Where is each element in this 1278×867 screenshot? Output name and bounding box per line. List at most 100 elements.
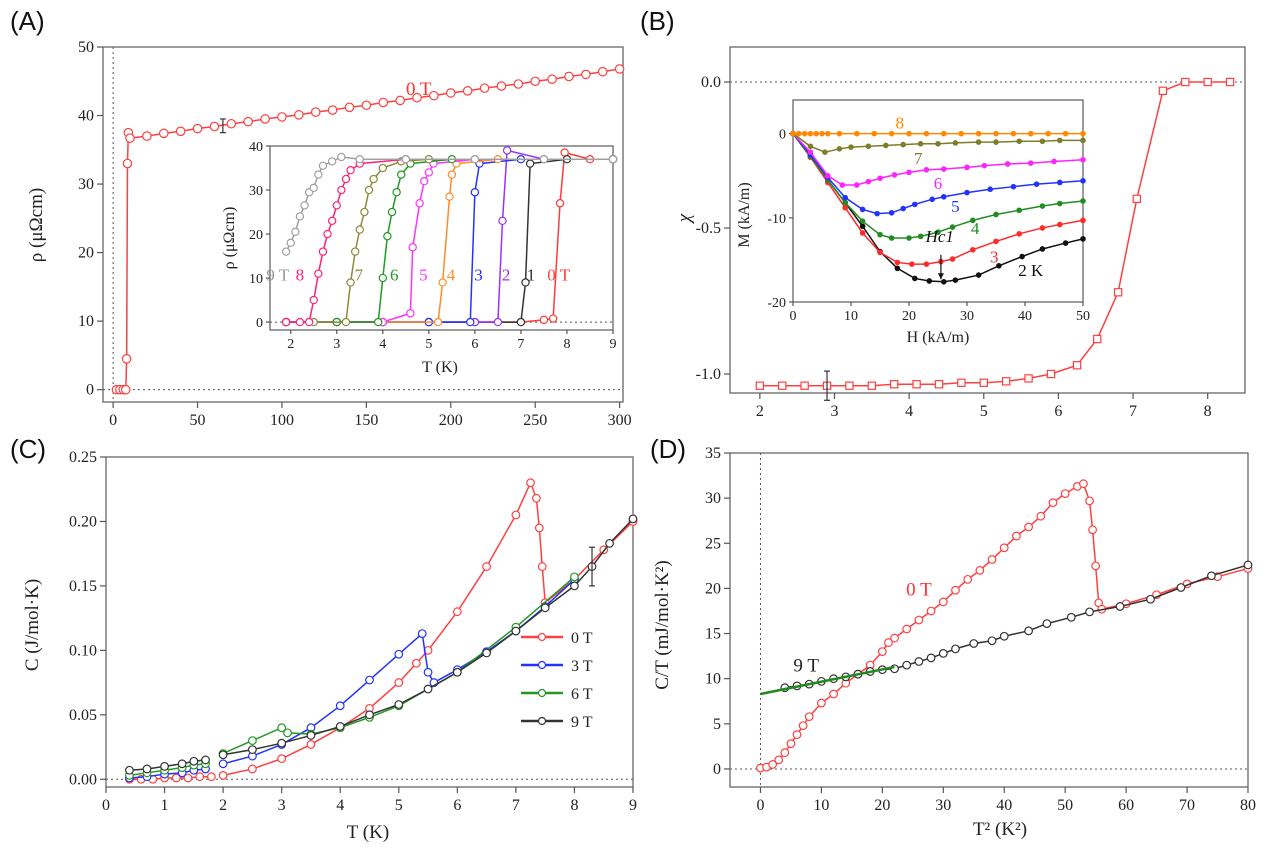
panel-6: 0 10 20 30 40 50 60 70 80 0 5 10 15 20 25 30 35 C/T (mJ/m… [650,434,1256,840]
data-point [859,223,866,230]
data-point [306,740,316,749]
series-line [760,665,895,696]
data-point [387,207,397,217]
data-point [318,247,328,256]
y-tick-label: 0.25 [69,449,97,466]
data-point [926,606,936,616]
data-point [614,64,625,74]
y-tick-label: 0 [713,761,721,778]
data-point [1024,626,1034,636]
legend-item: 6 T [521,686,593,703]
data-point [884,638,893,647]
data-point [1085,607,1094,617]
data-point [350,247,360,256]
data-point [158,128,169,139]
data-point [355,155,364,164]
data-point [1057,137,1063,144]
data-point [813,130,820,137]
data-point [839,182,846,188]
annotation: 1 [527,265,536,284]
y-tick-label: 0 [779,128,786,143]
data-point [894,265,901,272]
data-point [346,278,355,287]
series-3 [790,130,1086,267]
data-point [605,538,614,548]
data-point [940,166,947,172]
x-tick-label: 20 [902,309,916,324]
data-point [189,756,199,766]
data-point [309,183,318,193]
series-line [760,482,1249,769]
data-point [513,79,524,89]
data-point [1016,207,1023,214]
y-tick-label: 20 [705,580,721,597]
data-point [511,510,521,520]
x-tick-label: 5 [395,797,403,814]
error-bar [219,118,226,134]
data-point [537,562,547,571]
data-point [346,166,355,175]
panel-label: (B) [640,6,675,36]
error-bar [589,546,596,587]
data-point [923,167,930,173]
data-point [1060,489,1070,499]
data-point [842,204,849,211]
data-point [327,105,338,115]
data-point [1036,511,1046,521]
y-tick-label: 25 [705,535,721,552]
data-point [531,493,541,503]
data-point [902,624,912,634]
x-tick-label: 250 [523,412,547,429]
y-axis-label: χ [674,213,695,224]
data-point [755,381,765,390]
data-point [996,263,1002,269]
data-point [952,277,959,283]
data-point [1019,253,1025,260]
x-tick-label: 7 [1129,403,1137,420]
data-point [949,224,956,230]
data-point [1080,130,1086,137]
data-point [142,764,152,774]
annotation: 2 K [1018,261,1044,280]
series-line [222,480,634,777]
legend-item: 9 T [521,714,593,731]
y-tick-label: 15 [705,626,721,643]
x-tick-label: 2 [287,337,294,352]
x-tick-label: 8 [570,797,578,814]
data-point [906,235,912,241]
data-point [373,317,383,327]
data-point [286,238,295,248]
plot-frame [102,46,624,403]
data-point [445,88,456,98]
data-point [482,562,492,571]
data-point [935,229,941,235]
data-point [121,354,132,364]
series-8 [790,130,1086,137]
data-point [1039,246,1046,252]
data-point [1057,200,1063,207]
data-point [369,174,378,184]
data-point [938,597,948,607]
data-point [581,69,591,80]
data-point [394,700,404,709]
data-point [911,201,918,208]
data-point [951,644,960,654]
data-point [975,272,982,278]
legend-marker [537,716,547,726]
data-point [406,309,415,318]
panel-5: 0 1 2 3 4 5 6 7 8 9 0.00 0.05 0.10 0.15 0.20 0.25 C (J/m… [10,434,638,843]
data-point [807,149,814,155]
data-point [570,572,579,582]
data-point [570,581,579,591]
data-point [365,710,374,720]
legend-marker [537,632,547,642]
x-tick-label: 3 [278,797,286,814]
data-point [906,169,912,176]
data-point [445,192,454,201]
data-point [177,759,187,769]
series-line [222,518,634,756]
x-tick-label: 300 [608,412,632,429]
x-tick-label: 4 [336,797,344,814]
x-tick-label: 80 [1240,797,1256,814]
data-point [1079,479,1088,489]
